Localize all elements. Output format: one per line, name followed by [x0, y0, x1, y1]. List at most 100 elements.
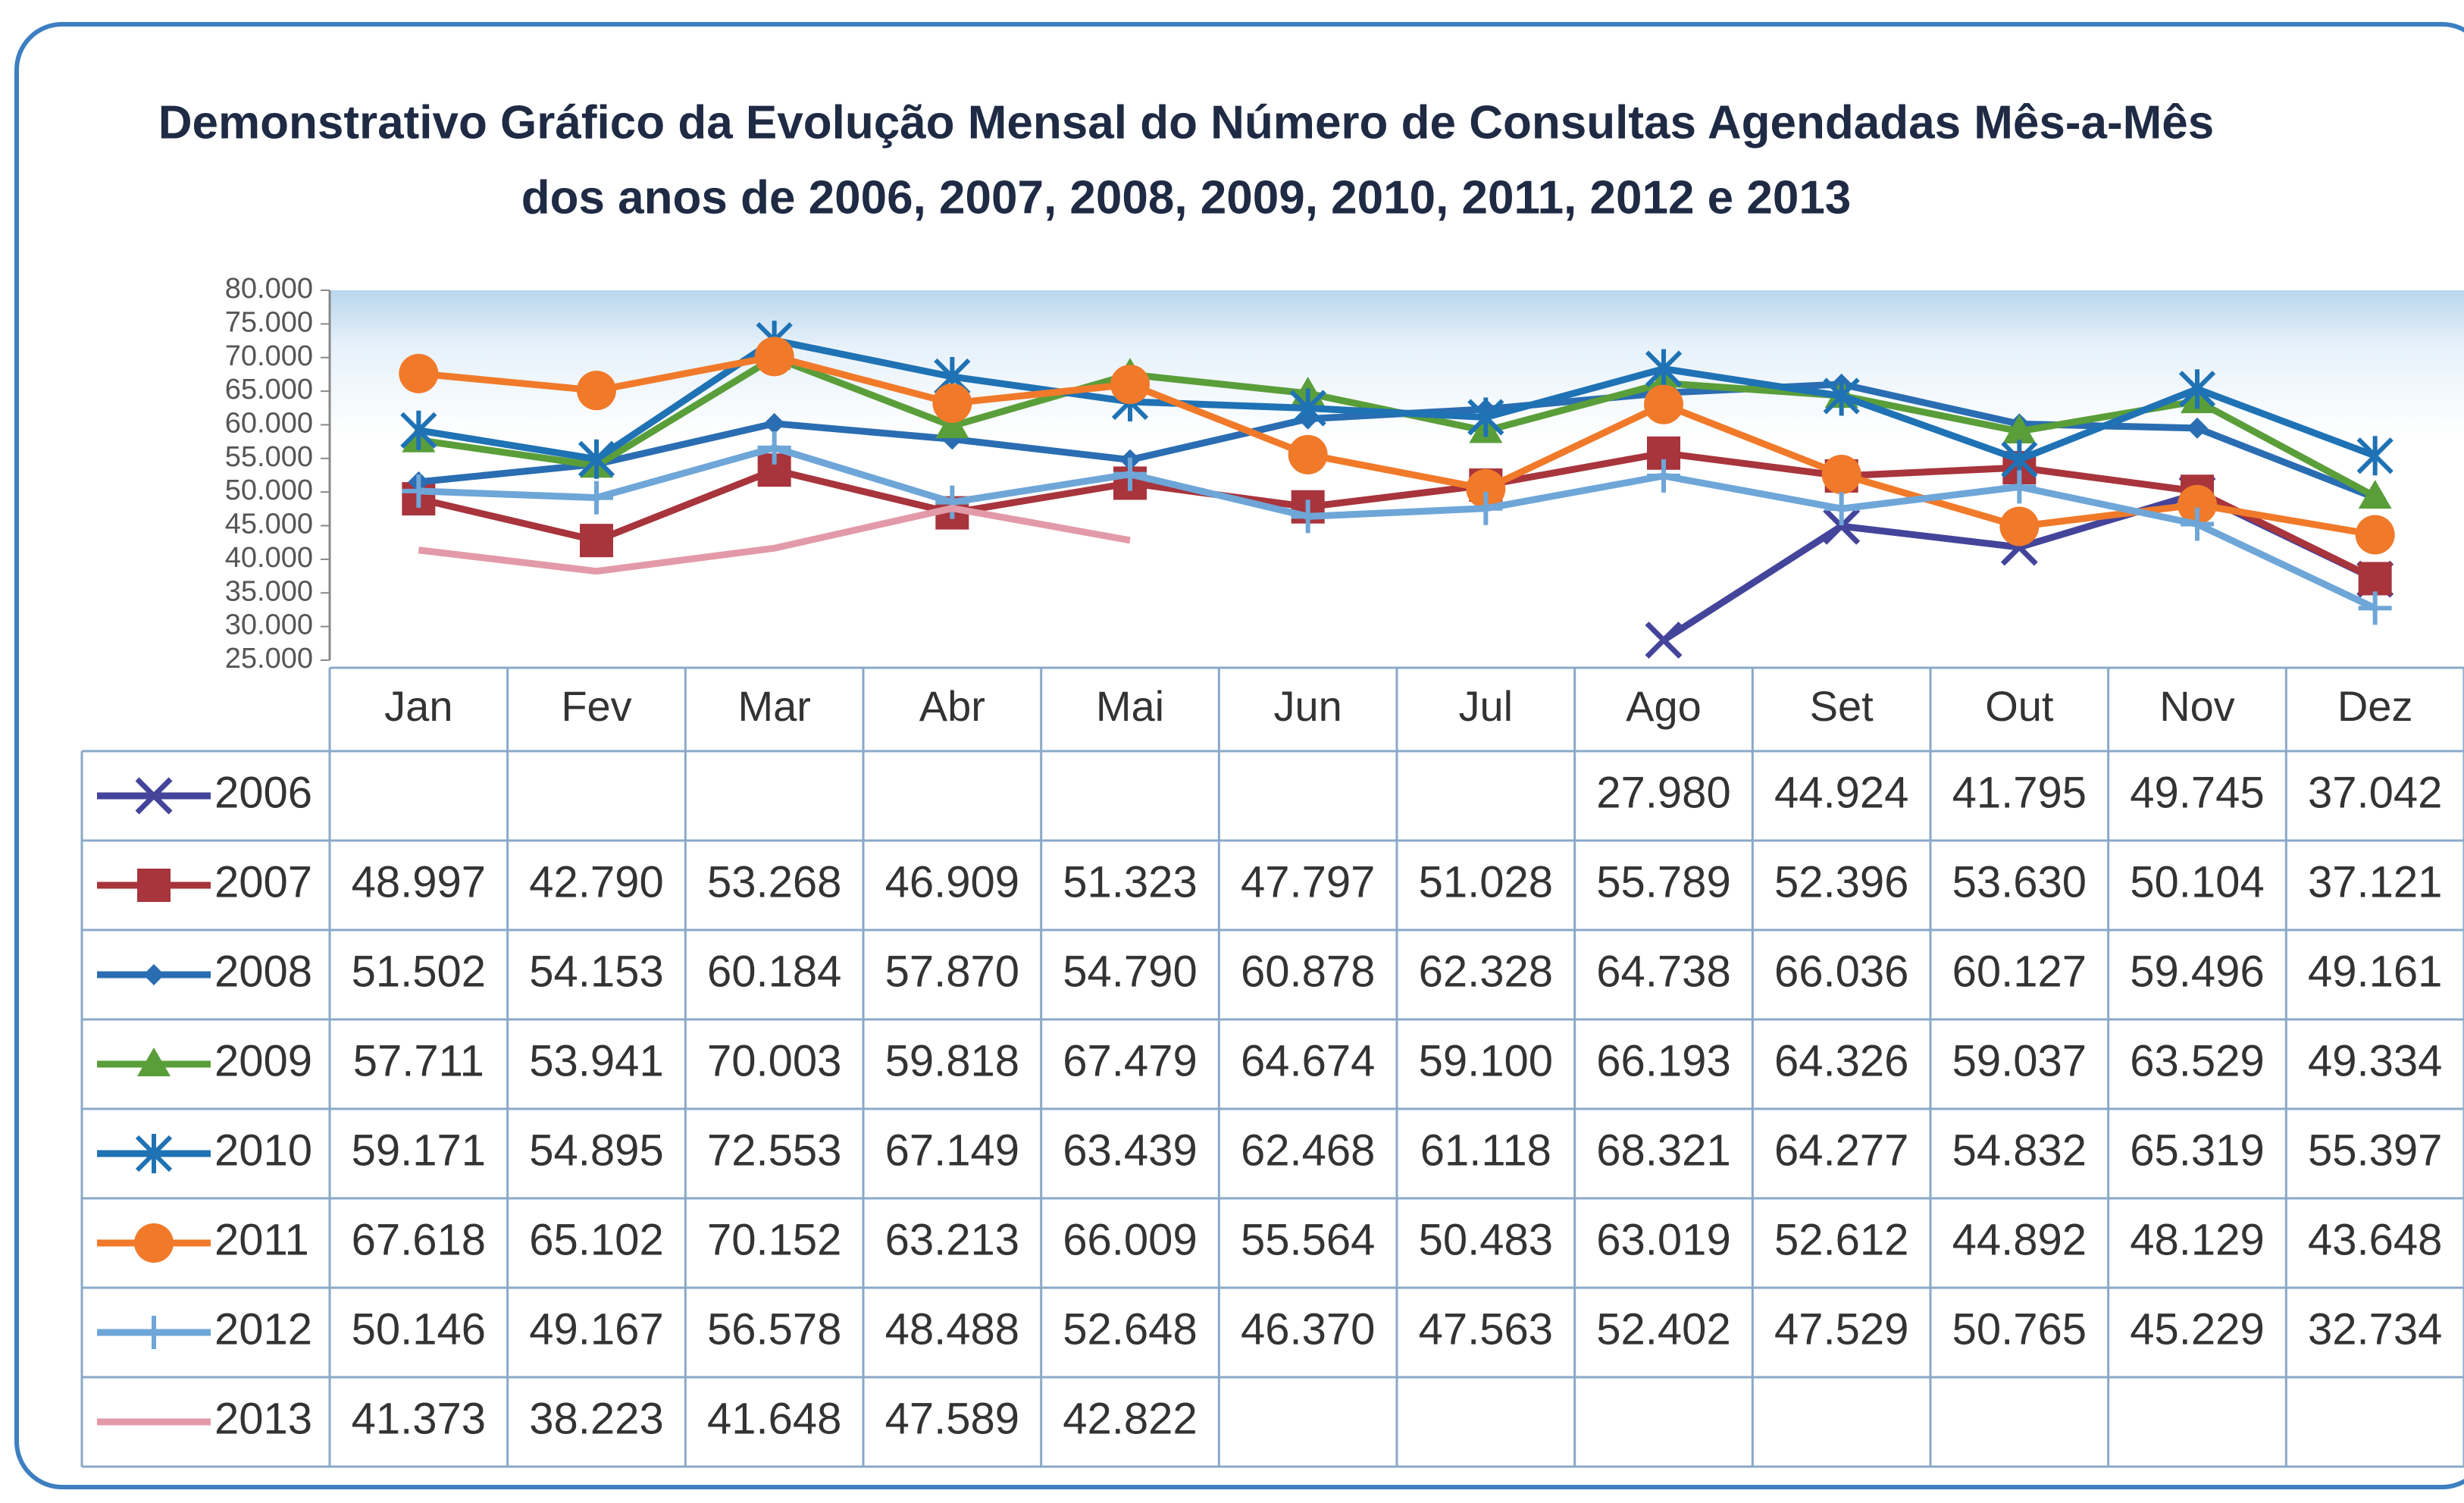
chart-subtitle: dos anos de 2006, 2007, 2008, 2009, 2010…	[521, 171, 1852, 224]
table-cell: 67.149	[885, 1126, 1019, 1175]
marker	[2178, 369, 2216, 409]
marker	[2187, 417, 2208, 439]
table-cell: 62.468	[1241, 1126, 1375, 1175]
marker	[935, 485, 969, 519]
legend-marker	[137, 1316, 171, 1349]
table-cell: 61.118	[1420, 1126, 1551, 1175]
table-cell: 37.121	[2308, 857, 2442, 906]
table-cell: 59.100	[1419, 1036, 1553, 1085]
plot-area	[330, 290, 2464, 660]
table-cell: 53.941	[529, 1036, 663, 1085]
marker	[1823, 376, 1860, 416]
y-tick-label: 65.000	[225, 374, 313, 405]
table-cell: 64.277	[1774, 1126, 1908, 1175]
table-cell: 66.193	[1596, 1036, 1730, 1085]
table-cell: 50.104	[2130, 857, 2264, 906]
marker	[2358, 480, 2392, 509]
table-cell: 48.488	[885, 1304, 1019, 1354]
marker	[2356, 436, 2394, 476]
table-cell: 59.171	[352, 1126, 486, 1175]
series-line	[418, 505, 1131, 575]
table-cell: 54.153	[529, 947, 663, 996]
legend-label: 2009	[214, 1036, 312, 1085]
table-cell: 32.734	[2308, 1304, 2442, 1354]
table-cell: 54.790	[1063, 947, 1197, 996]
table-cell: 37.042	[2308, 768, 2442, 817]
marker	[2002, 470, 2037, 504]
x-tick-label: Jun	[1274, 682, 1342, 730]
table-cell: 72.553	[707, 1126, 841, 1175]
x-tick-label: Out	[1985, 682, 2054, 730]
marker	[400, 410, 437, 450]
table-cell: 46.370	[1241, 1304, 1375, 1354]
legend-label: 2007	[214, 857, 312, 906]
table-cell: 49.745	[2130, 768, 2264, 817]
table-cell: 63.439	[1063, 1126, 1197, 1175]
table-cell: 68.321	[1596, 1126, 1730, 1175]
table-cell: 49.334	[2308, 1036, 2442, 1085]
y-tick-label: 50.000	[225, 474, 313, 506]
marker	[1999, 506, 2040, 546]
table-cell: 41.795	[1952, 768, 2087, 817]
table-cell: 65.102	[529, 1215, 663, 1264]
table-cell: 64.674	[1241, 1036, 1375, 1085]
legend-marker	[135, 1134, 173, 1173]
marker	[1113, 457, 1147, 491]
table-cell: 57.711	[353, 1036, 484, 1085]
frame	[14, 22, 2464, 1489]
table-cell: 47.529	[1774, 1304, 1908, 1354]
table-cell: 59.037	[1952, 1036, 2087, 1085]
marker	[2355, 515, 2395, 555]
y-tick-label: 30.000	[225, 609, 313, 641]
table-cell: 63.019	[1596, 1215, 1730, 1264]
table-cell: 59.818	[885, 1036, 1019, 1085]
marker	[1645, 622, 1683, 659]
x-tick-label: Abr	[919, 682, 985, 730]
table-cell: 66.036	[1774, 947, 1908, 996]
legend-marker	[137, 869, 171, 902]
marker	[1644, 384, 1683, 424]
x-tick-label: Jan	[384, 682, 452, 730]
marker	[932, 383, 972, 423]
table-cell: 63.213	[885, 1215, 1019, 1264]
x-tick-label: Fev	[561, 682, 631, 730]
table-cell: 54.832	[1952, 1126, 2087, 1175]
marker	[2358, 562, 2392, 596]
marker	[1467, 397, 1504, 437]
x-tick-label: Ago	[1626, 682, 1702, 730]
marker	[763, 412, 785, 434]
marker	[578, 439, 615, 479]
table-cell: 43.648	[2308, 1215, 2442, 1264]
marker	[1823, 507, 1861, 545]
marker	[757, 431, 791, 465]
table-cell: 41.648	[707, 1394, 841, 1443]
marker	[402, 474, 436, 508]
x-tick-label: Set	[1810, 682, 1874, 730]
table-cell: 38.223	[529, 1394, 663, 1443]
series-line	[418, 444, 2377, 612]
table-cell: 50.765	[1952, 1304, 2087, 1354]
table-cell: 55.397	[2308, 1126, 2442, 1175]
table-cell: 27.980	[1596, 768, 1730, 817]
legend-label: 2011	[214, 1215, 309, 1264]
table-cell: 52.402	[1596, 1304, 1730, 1354]
table-cell: 70.152	[707, 1215, 841, 1264]
table-cell: 64.738	[1596, 947, 1730, 996]
marker	[2358, 591, 2392, 625]
table-cell: 42.822	[1063, 1394, 1197, 1443]
x-tick-label: Jul	[1459, 682, 1514, 730]
y-tick-label: 25.000	[225, 643, 313, 675]
marker	[1110, 365, 1150, 405]
x-tick-label: Mar	[737, 682, 810, 730]
table-cell: 62.328	[1419, 947, 1553, 996]
chart-title: Demonstrativo Gráfico da Evolução Mensal…	[158, 96, 2215, 149]
marker	[577, 371, 616, 411]
table-cell: 50.146	[352, 1304, 486, 1354]
y-tick-label: 40.000	[225, 542, 313, 574]
table-cell: 55.789	[1596, 857, 1730, 906]
legend-marker	[135, 777, 173, 815]
table-cell: 49.167	[529, 1304, 663, 1354]
table-cell: 67.618	[352, 1215, 486, 1264]
table-cell: 48.997	[352, 857, 486, 906]
